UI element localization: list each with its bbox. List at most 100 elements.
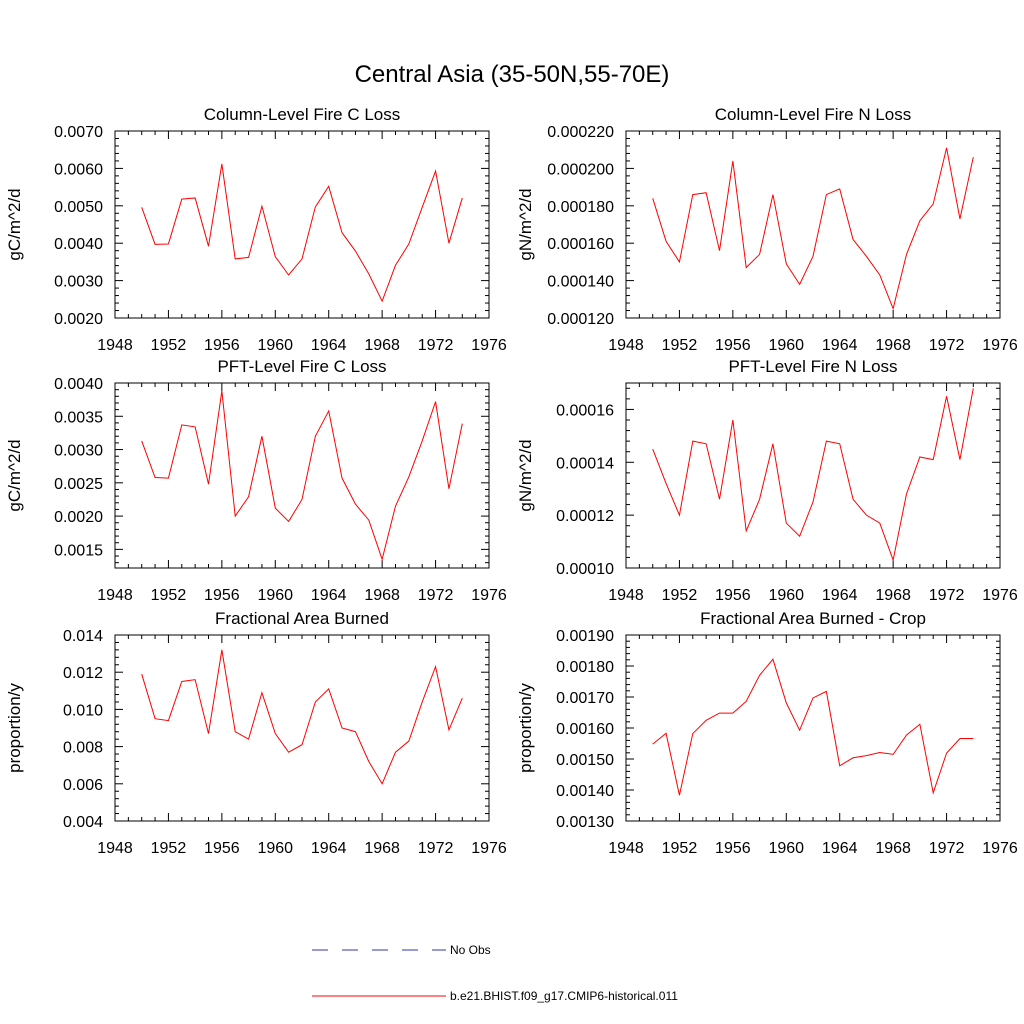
y-axis-label: gN/m^2/d <box>516 188 535 260</box>
y-tick-label: 0.008 <box>63 740 103 757</box>
series-line-1 <box>141 163 463 303</box>
x-tick-label: 1976 <box>471 840 507 857</box>
y-tick-label: 0.00150 <box>556 752 614 769</box>
y-tick-label: 0.0040 <box>54 236 103 253</box>
y-tick-label: 0.000200 <box>547 161 614 178</box>
plot-frame <box>114 634 490 822</box>
x-tick-label: 1948 <box>608 840 644 857</box>
x-tick-label: 1948 <box>97 337 133 354</box>
x-tick-label: 1968 <box>875 587 911 604</box>
x-tick-label: 1960 <box>768 587 804 604</box>
figure-title: Central Asia (35-50N,55-70E) <box>355 61 670 88</box>
panel-5: Fractional Area Burned proportion/y 1948 19… <box>5 609 507 857</box>
x-tick-label: 1976 <box>471 337 507 354</box>
panel-2: Column-Level Fire N Loss gN/m^2/d 1948 1952… <box>516 105 1018 354</box>
plot-frame <box>625 634 1001 822</box>
x-tick-label: 1968 <box>875 840 911 857</box>
panel-3: PFT-Level Fire C Loss gC/m^2/d 1948 1952 195… <box>5 357 507 604</box>
panel-title: PFT-Level Fire C Loss <box>217 357 386 376</box>
y-axis-label: proportion/y <box>516 683 535 773</box>
x-tick-label: 1952 <box>151 337 187 354</box>
x-tick-label: 1968 <box>364 587 400 604</box>
y-tick-label: 0.000220 <box>547 124 614 141</box>
y-tick-label: 0.00190 <box>556 628 614 645</box>
x-tick-label: 1968 <box>364 840 400 857</box>
panels-group: Column-Level Fire C Loss gC/m^2/d 1948 1952… <box>5 105 1018 857</box>
x-tick-label: 1952 <box>151 587 187 604</box>
y-axis-label: gC/m^2/d <box>5 439 24 511</box>
x-tick-label: 1960 <box>768 840 804 857</box>
y-tick-label: 0.00012 <box>556 508 614 525</box>
y-tick-label: 0.00140 <box>556 783 614 800</box>
plot-frame <box>114 130 490 319</box>
panel-title: Column-Level Fire N Loss <box>715 105 912 124</box>
x-tick-label: 1972 <box>418 587 454 604</box>
y-axis-label: gN/m^2/d <box>516 439 535 511</box>
x-tick-label: 1960 <box>257 840 293 857</box>
x-tick-label: 1972 <box>418 840 454 857</box>
x-tick-label: 1952 <box>662 587 698 604</box>
x-tick-label: 1972 <box>929 587 965 604</box>
y-tick-label: 0.004 <box>63 814 103 831</box>
x-tick-label: 1976 <box>982 840 1018 857</box>
y-tick-label: 0.00170 <box>556 690 614 707</box>
x-tick-label: 1968 <box>364 337 400 354</box>
x-tick-label: 1964 <box>822 587 858 604</box>
y-tick-label: 0.006 <box>63 777 103 794</box>
x-tick-label: 1956 <box>715 840 751 857</box>
x-tick-label: 1972 <box>929 840 965 857</box>
y-tick-label: 0.00016 <box>556 402 614 419</box>
y-tick-label: 0.00130 <box>556 814 614 831</box>
x-tick-label: 1960 <box>257 587 293 604</box>
y-tick-label: 0.0050 <box>54 199 103 216</box>
y-tick-label: 0.0030 <box>54 443 103 460</box>
x-tick-label: 1956 <box>715 337 751 354</box>
y-tick-label: 0.0040 <box>54 376 103 393</box>
x-tick-label: 1956 <box>715 587 751 604</box>
x-tick-label: 1964 <box>311 587 347 604</box>
x-tick-label: 1948 <box>97 587 133 604</box>
x-tick-label: 1964 <box>311 337 347 354</box>
x-tick-label: 1960 <box>257 337 293 354</box>
panel-title: Fractional Area Burned - Crop <box>700 609 926 628</box>
legend-label-model: b.e21.BHIST.f09_g17.CMIP6-historical.011 <box>450 989 678 1003</box>
panel-4: PFT-Level Fire N Loss gN/m^2/d 1948 1952 195… <box>516 357 1018 604</box>
panel-title: PFT-Level Fire N Loss <box>728 357 897 376</box>
x-tick-label: 1964 <box>311 840 347 857</box>
x-tick-label: 1976 <box>471 587 507 604</box>
x-tick-label: 1964 <box>822 840 858 857</box>
x-tick-label: 1948 <box>97 840 133 857</box>
x-tick-label: 1976 <box>982 337 1018 354</box>
x-tick-label: 1960 <box>768 337 804 354</box>
series-line-1 <box>141 390 463 562</box>
series-line-1 <box>652 388 974 562</box>
panel-6: Fractional Area Burned - Crop proportion/… <box>516 609 1018 857</box>
x-tick-label: 1972 <box>418 337 454 354</box>
y-tick-label: 0.0015 <box>54 542 103 559</box>
y-tick-label: 0.000160 <box>547 236 614 253</box>
y-tick-label: 0.0070 <box>54 124 103 141</box>
x-tick-label: 1976 <box>982 587 1018 604</box>
x-tick-label: 1972 <box>929 337 965 354</box>
series-line-1 <box>652 147 974 311</box>
x-tick-label: 1952 <box>662 337 698 354</box>
x-tick-label: 1964 <box>822 337 858 354</box>
y-tick-label: 0.0060 <box>54 161 103 178</box>
x-tick-label: 1956 <box>204 840 240 857</box>
y-tick-label: 0.000120 <box>547 311 614 328</box>
y-axis-label: gC/m^2/d <box>5 188 24 260</box>
panel-1: Column-Level Fire C Loss gC/m^2/d 1948 1952… <box>5 105 507 354</box>
series-line-1 <box>141 649 463 785</box>
y-tick-label: 0.00014 <box>556 455 614 472</box>
x-tick-label: 1952 <box>151 840 187 857</box>
y-tick-label: 0.0020 <box>54 311 103 328</box>
y-tick-label: 0.000180 <box>547 199 614 216</box>
y-tick-label: 0.000140 <box>547 274 614 291</box>
x-tick-label: 1952 <box>662 840 698 857</box>
x-tick-label: 1956 <box>204 337 240 354</box>
y-tick-label: 0.0030 <box>54 274 103 291</box>
panel-title: Fractional Area Burned <box>215 609 389 628</box>
legend-label-no-obs: No Obs <box>450 943 491 957</box>
y-tick-label: 0.014 <box>63 628 103 645</box>
